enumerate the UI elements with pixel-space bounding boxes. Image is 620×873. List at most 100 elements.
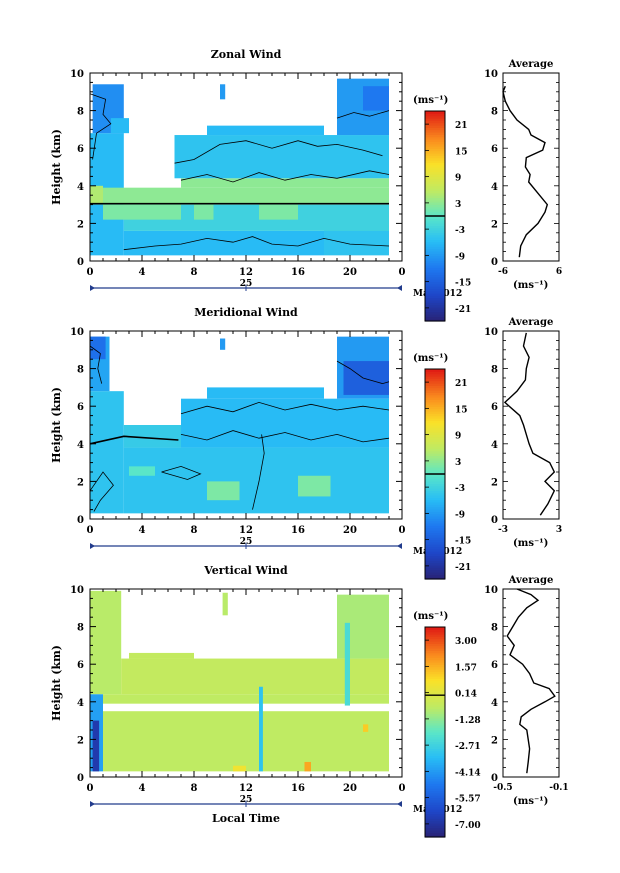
- x-tick-label: 20: [343, 525, 357, 536]
- contour-line: [89, 471, 114, 512]
- colorbar-tick-label: 3: [455, 458, 461, 468]
- colorbar-step: [425, 497, 445, 501]
- colorbar-step: [425, 411, 445, 414]
- colorbar-step: [425, 725, 445, 728]
- colorbar-step: [425, 181, 445, 184]
- colorbar-step: [425, 767, 445, 770]
- colorbar-step: [425, 511, 445, 515]
- colorbar-step: [425, 304, 445, 308]
- colorbar-tick-label: -21: [455, 305, 471, 315]
- colorbar-step: [425, 825, 445, 829]
- colorbar-step: [425, 509, 445, 512]
- colorbar-step: [425, 553, 445, 557]
- colorbar-step: [425, 629, 445, 633]
- colorbar-step: [425, 708, 445, 712]
- colorbar-step: [425, 525, 445, 529]
- colorbar: (ms⁻¹) 3.00 1.57 0.14 -1.28 -2.71 -4.14 -5.57 -7…: [413, 611, 481, 838]
- colorbar-step: [425, 818, 445, 822]
- colorbar-step: [425, 448, 445, 452]
- colorbar-step: [425, 373, 445, 377]
- colorbar-step: [425, 276, 445, 280]
- contour-line: [336, 360, 390, 385]
- x-tick-label: 16: [291, 783, 305, 794]
- y-tick-label: 6: [77, 402, 84, 413]
- colorbar-step: [425, 485, 445, 489]
- y-tick-label: 4: [77, 698, 84, 709]
- colorbar-tick-label: -3: [455, 226, 465, 236]
- colorbar-step: [425, 565, 445, 568]
- date-bar-arrow-left: [90, 285, 95, 291]
- y-tick-label: 6: [77, 144, 84, 155]
- y-tick-label: 0: [77, 773, 84, 784]
- profile-y-tick-label: 0: [491, 515, 498, 526]
- colorbar-step: [425, 286, 445, 289]
- contour-lines: [89, 345, 390, 512]
- colorbar-step: [425, 797, 445, 801]
- y-tick-label: 6: [77, 660, 84, 671]
- colorbar-step: [425, 427, 445, 431]
- colorbar-step: [425, 462, 445, 466]
- profile-line: [502, 85, 549, 258]
- colorbar-step: [425, 167, 445, 170]
- colorbar-step: [425, 478, 445, 482]
- y-tick-label: 2: [77, 219, 84, 230]
- colorbar-step: [425, 834, 445, 838]
- colorbar-step: [425, 420, 445, 424]
- colorbar-step: [425, 764, 445, 768]
- colorbar-step: [425, 300, 445, 303]
- colorbar-step: [425, 213, 445, 217]
- heatmap-cell: [129, 652, 194, 659]
- colorbar-step: [425, 652, 445, 656]
- colorbar-step: [425, 750, 445, 754]
- y-tick-label: 0: [77, 515, 84, 526]
- colorbar-step: [425, 209, 445, 212]
- colorbar-step: [425, 701, 445, 705]
- colorbar-step: [425, 720, 445, 724]
- colorbar-step: [425, 392, 445, 396]
- average-profile: Average 0 2 4 6 8 10 -6 6 (ms⁻¹): [484, 59, 562, 291]
- colorbar-step: [425, 662, 445, 665]
- colorbar-step: [425, 469, 445, 473]
- profile-x-tick-label: 6: [556, 267, 562, 277]
- colorbar-step: [425, 467, 445, 470]
- profile-y-tick-label: 6: [491, 144, 498, 155]
- colorbar-step: [425, 790, 445, 794]
- colorbar-step: [425, 408, 445, 412]
- colorbar-step: [425, 274, 445, 278]
- heatmap-cell: [207, 481, 240, 501]
- colorbar-step: [425, 302, 445, 306]
- colorbar-tick-label: -21: [455, 563, 471, 573]
- colorbar-tick-label: -3: [455, 484, 465, 494]
- colorbar-step: [425, 211, 445, 215]
- colorbar-step: [425, 492, 445, 496]
- colorbar-step: [425, 115, 445, 119]
- colorbar-step: [425, 369, 445, 372]
- colorbar-step: [425, 255, 445, 259]
- y-tick-label: 8: [77, 623, 84, 634]
- colorbar-step: [425, 129, 445, 133]
- colorbar-step: [425, 260, 445, 264]
- heatmap-cell: [344, 622, 350, 706]
- colorbar-step: [425, 655, 445, 658]
- colorbar-step: [425, 178, 445, 182]
- colorbar-step: [425, 799, 445, 803]
- colorbar-step: [425, 530, 445, 533]
- colorbar-step: [425, 153, 445, 156]
- colorbar-step: [425, 220, 445, 224]
- heatmap-cell: [222, 592, 228, 616]
- colorbar-step: [425, 562, 445, 566]
- colorbar-step: [425, 645, 445, 649]
- colorbar-step: [425, 657, 445, 661]
- colorbar-step: [425, 537, 445, 540]
- colorbar-step: [425, 397, 445, 400]
- y-tick-label: 0: [77, 257, 84, 268]
- contour-line: [161, 465, 202, 480]
- colorbar-step: [425, 781, 445, 784]
- colorbar-step: [425, 401, 445, 405]
- colorbar-step: [425, 518, 445, 522]
- heatmap-cell: [103, 187, 389, 205]
- colorbar-tick-label: 9: [455, 174, 461, 184]
- colorbar-step: [425, 778, 445, 782]
- heatmap-cell: [298, 475, 331, 497]
- profile-x-tick-label: -0.5: [493, 783, 512, 793]
